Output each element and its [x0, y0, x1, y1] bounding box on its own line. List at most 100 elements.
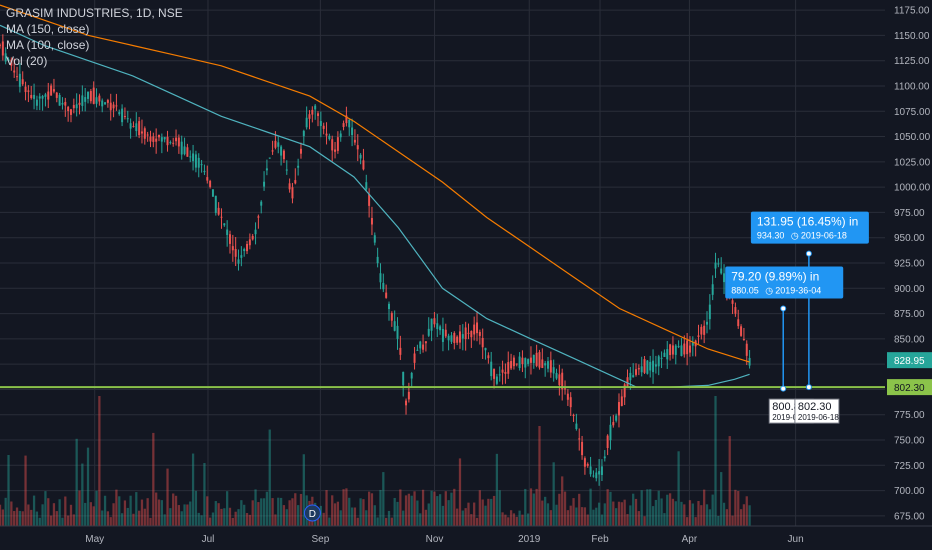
candle-body [237, 259, 240, 264]
volume-bar [666, 494, 669, 526]
volume-bar [563, 491, 567, 526]
volume-bar [81, 463, 84, 526]
candle-body [424, 341, 427, 344]
dividend-marker[interactable]: D [303, 504, 321, 522]
candle-body [16, 76, 19, 78]
candle-body [680, 345, 683, 356]
volume-bar [424, 509, 428, 526]
candle-body [345, 115, 348, 124]
candle-body [637, 368, 640, 370]
volume-bar [478, 490, 481, 526]
candle-body [629, 372, 632, 381]
candle-body [575, 423, 578, 430]
volume-bar [166, 468, 169, 526]
candle-body [325, 133, 328, 136]
volume-bar [223, 508, 226, 526]
candle-body [402, 371, 405, 386]
volume-bar [24, 455, 27, 526]
candle-body [115, 105, 118, 107]
candle-body [353, 139, 356, 143]
volume-bar [385, 517, 388, 526]
volume-bar [629, 505, 632, 526]
volume-bar [427, 503, 430, 526]
volume-bar [458, 458, 462, 526]
candle-body [143, 128, 146, 139]
volume-bars [0, 396, 751, 526]
candle-body [263, 181, 266, 187]
candle-body [626, 377, 629, 387]
candle-body [686, 340, 689, 355]
volume-bar [589, 488, 592, 526]
price-axis[interactable]: 675.00700.00725.00750.00775.00800.00825.… [885, 0, 932, 550]
candle-body [635, 369, 638, 375]
candle-body [339, 133, 342, 138]
symbol-title[interactable]: GRASIM INDUSTRIES, 1D, NSE [6, 6, 183, 20]
candle-body [305, 117, 308, 128]
volume-bar [677, 451, 680, 526]
volume-bar [592, 509, 595, 526]
candle-body [311, 109, 314, 115]
volume-bar [606, 489, 609, 526]
volume-bar [660, 498, 663, 526]
volume-bar [30, 509, 33, 526]
support-price-tag [887, 379, 932, 396]
volume-bar [501, 512, 504, 526]
volume-bar [632, 493, 635, 526]
candle-body [598, 471, 601, 475]
candle-body [666, 349, 669, 360]
candle-body [677, 346, 680, 348]
volume-bar [200, 515, 203, 526]
ma150-line [0, 4, 750, 363]
volume-bar [84, 502, 87, 526]
volume-bar [115, 489, 118, 526]
candle-body [572, 415, 575, 417]
volume-bar [734, 489, 737, 526]
current-price-label: 828.95 [894, 356, 925, 367]
volume-bar [10, 501, 13, 526]
legend-ma100[interactable]: MA (100, close) [6, 38, 90, 52]
volume-bar [78, 490, 81, 526]
volume-bar [174, 495, 178, 526]
candle-body [30, 94, 33, 99]
volume-bar [433, 491, 436, 526]
candle-body [385, 292, 388, 298]
legend-ma150[interactable]: MA (150, close) [6, 22, 90, 36]
volume-bar [240, 500, 243, 526]
candle-body [214, 195, 217, 213]
volume-bar [685, 517, 689, 526]
candle-body [27, 90, 30, 92]
volume-bar [319, 505, 322, 526]
volume-bar [299, 493, 303, 526]
candle-body [52, 89, 55, 92]
volume-bar [350, 507, 354, 526]
volume-bar [58, 499, 61, 526]
candle-body [175, 137, 178, 142]
volume-bar [333, 503, 337, 526]
volume-bar [526, 513, 530, 526]
candle-body [368, 194, 371, 206]
volume-bar [214, 501, 217, 526]
candle-body [217, 207, 220, 215]
volume-bar [382, 472, 385, 526]
time-axis[interactable]: May Jul Sep Nov 2019 Feb Apr Jun [0, 525, 932, 545]
candle-body [742, 338, 745, 340]
candle-body [7, 59, 10, 61]
candle-body [390, 313, 393, 321]
candle-body [299, 148, 302, 154]
candle-body [288, 183, 291, 190]
volume-bar [558, 493, 561, 526]
volume-bar [742, 504, 746, 526]
candle-body [4, 53, 7, 62]
candle-body [149, 136, 152, 142]
y-tick-label: 1125.00 [894, 56, 930, 67]
candle-body [172, 142, 175, 144]
legend-volume[interactable]: Vol (20) [6, 54, 48, 68]
y-tick-label: 1075.00 [894, 107, 931, 118]
volume-bar [234, 511, 237, 526]
volume-bar [464, 508, 467, 526]
volume-bar [21, 511, 24, 526]
volume-bar [413, 491, 416, 526]
candle-body [254, 229, 257, 235]
